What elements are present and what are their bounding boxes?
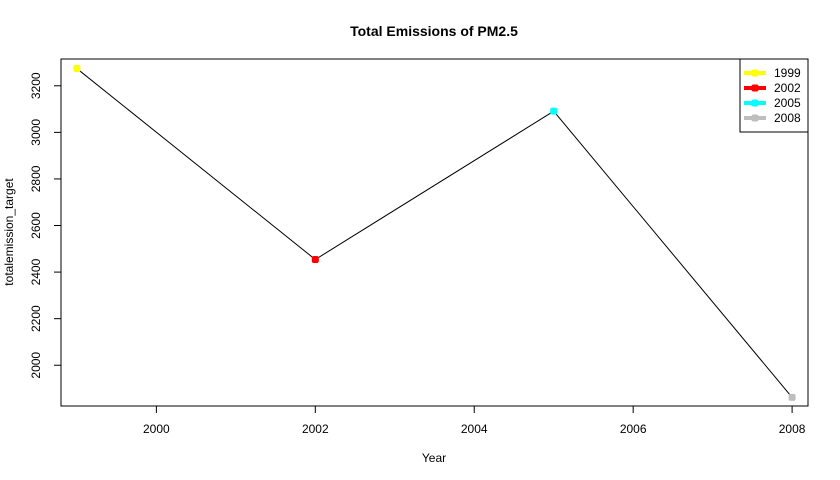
plot-area-border (60, 58, 809, 407)
legend-entry-2002: 2002 (744, 81, 801, 95)
series-line (76, 68, 793, 398)
data-point-2008 (788, 393, 796, 401)
y-tick-label: 3000 (29, 119, 43, 146)
legend-entry-2005: 2005 (744, 96, 801, 110)
legend-label: 2005 (774, 96, 801, 110)
legend-swatch-point (751, 69, 759, 77)
y-tick-label: 2600 (29, 212, 43, 239)
data-point-1999 (73, 65, 81, 73)
chart-title: Total Emissions of PM2.5 (350, 23, 518, 39)
legend-label: 2002 (774, 81, 801, 95)
x-tick-label: 2006 (620, 422, 647, 436)
legend-swatch-point (751, 99, 759, 107)
y-tick-label: 2200 (29, 305, 43, 332)
y-axis-label: totalemission_target (2, 178, 16, 286)
x-tick-label: 2008 (779, 422, 806, 436)
legend-swatch-point (751, 84, 759, 92)
y-axis: 2000 2200 2400 2600 2800 3000 3200 (29, 72, 62, 379)
data-point-2002 (311, 256, 319, 264)
x-tick-label: 2004 (461, 422, 488, 436)
x-axis: 2000 2002 2004 2006 2008 (143, 405, 806, 436)
legend-label: 2008 (774, 111, 801, 125)
data-series (73, 65, 796, 401)
x-tick-label: 2002 (302, 422, 329, 436)
legend-swatch-point (751, 114, 759, 122)
y-tick-label: 2400 (29, 258, 43, 285)
x-axis-label: Year (422, 451, 446, 465)
legend-label: 1999 (774, 66, 801, 80)
y-tick-label: 3200 (29, 72, 43, 99)
legend-entry-2008: 2008 (744, 111, 801, 125)
y-tick-label: 2800 (29, 165, 43, 192)
x-tick-label: 2000 (143, 422, 170, 436)
legend-entry-1999: 1999 (744, 66, 801, 80)
y-tick-label: 2000 (29, 352, 43, 379)
data-point-2005 (550, 107, 558, 115)
